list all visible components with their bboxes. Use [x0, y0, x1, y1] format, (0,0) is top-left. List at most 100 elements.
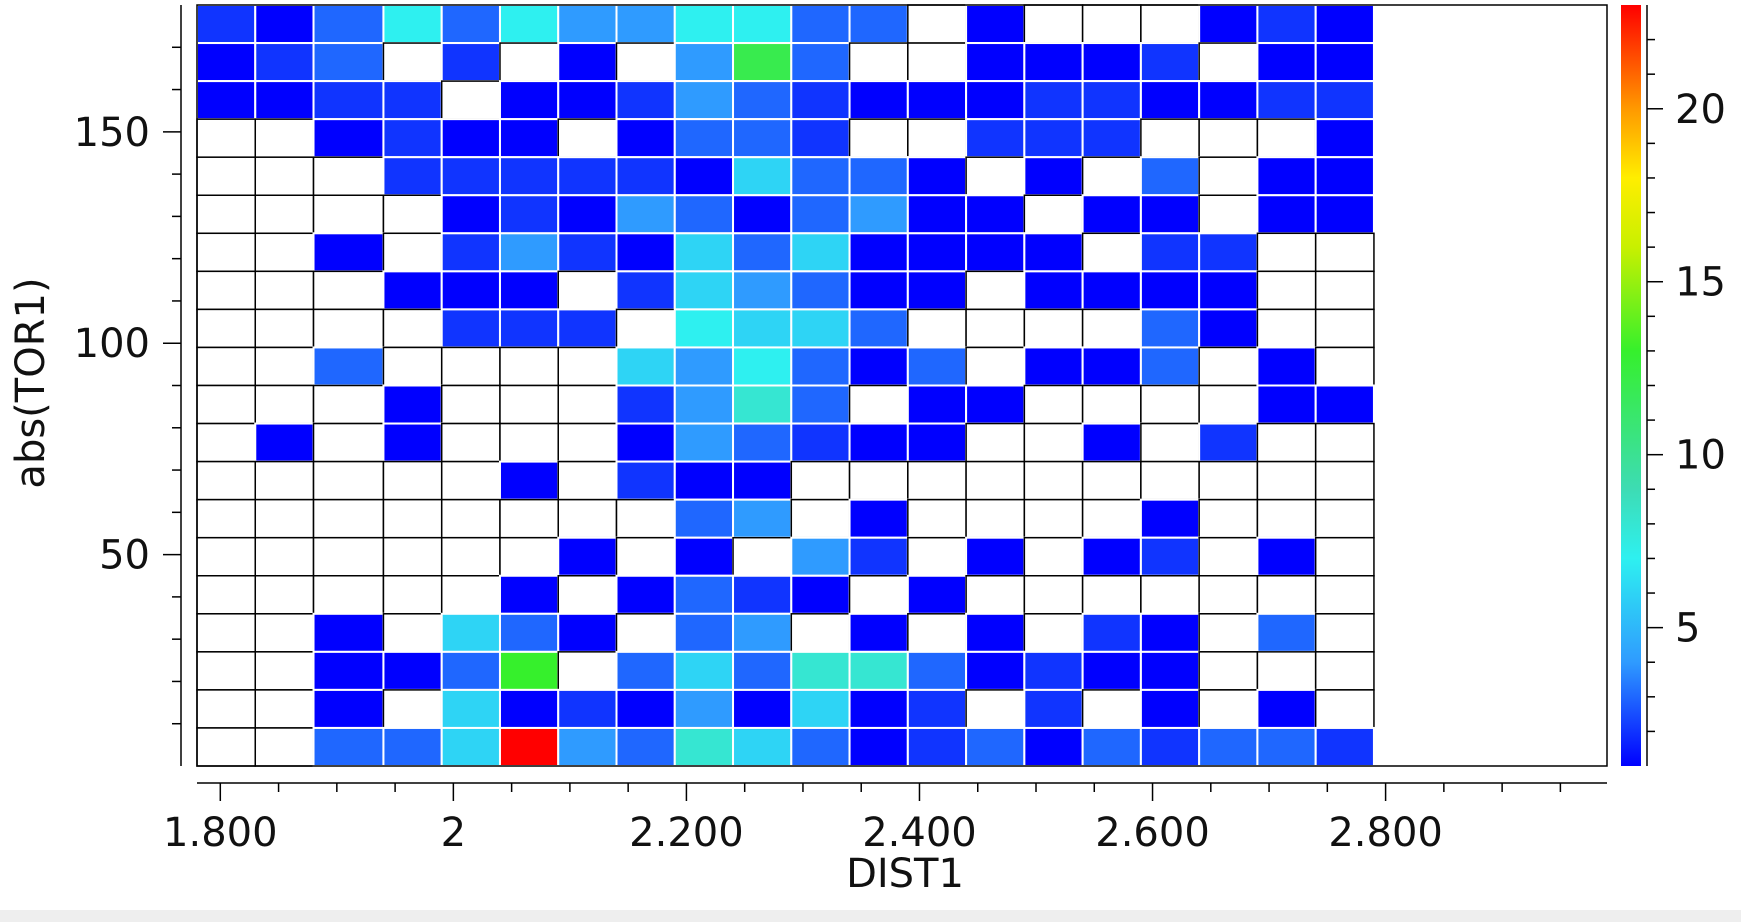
heatmap-cell — [1314, 308, 1375, 349]
heatmap-cell — [965, 42, 1026, 83]
heatmap-cell — [906, 346, 968, 387]
heatmap-cell — [1139, 232, 1201, 273]
heatmap-cell — [906, 80, 968, 121]
heatmap-cell — [732, 726, 793, 768]
heatmap-cell — [673, 346, 735, 387]
heatmap-cell — [1139, 536, 1201, 577]
heatmap-cell — [312, 194, 385, 235]
heatmap-cell — [906, 270, 968, 311]
heatmap-cell — [196, 689, 257, 729]
heatmap-cell — [732, 42, 793, 83]
heatmap-cell — [790, 688, 851, 729]
heatmap-cell — [673, 536, 735, 577]
heatmap-cell — [907, 498, 967, 539]
heatmap-cell — [382, 575, 443, 615]
heatmap-cell — [615, 726, 676, 768]
heatmap-cell — [673, 498, 735, 539]
heatmap-cell — [196, 613, 257, 653]
heatmap-cell — [848, 42, 909, 82]
heatmap-cell — [965, 498, 1026, 539]
heatmap-cell — [1140, 460, 1200, 501]
heatmap-cell — [1081, 346, 1142, 387]
heatmap-cell — [1198, 689, 1259, 729]
heatmap-cell — [848, 80, 909, 121]
heatmap-cell — [790, 422, 851, 463]
heatmap-cell — [1081, 498, 1142, 539]
heatmap-cell — [1081, 726, 1142, 768]
heatmap-cell — [673, 156, 735, 197]
heatmap-cell — [254, 422, 315, 463]
heatmap-cell — [1256, 346, 1317, 387]
heatmap-cell — [1198, 308, 1259, 349]
heatmap-cell — [498, 270, 560, 311]
heatmap-cell — [790, 498, 851, 539]
heatmap-cell — [615, 346, 676, 387]
heatmap-cell — [848, 726, 909, 768]
heatmap-cell — [382, 308, 443, 349]
heatmap-cell — [440, 156, 501, 197]
heatmap-cell — [1081, 156, 1142, 196]
heatmap-cell — [790, 726, 851, 768]
heatmap-cell — [673, 726, 735, 768]
heatmap-cell — [673, 574, 735, 615]
heatmap-cell — [615, 688, 676, 729]
heatmap-cell — [1256, 4, 1317, 45]
heatmap-cell — [848, 688, 909, 729]
heatmap-cell — [790, 574, 851, 615]
heatmap-cell — [907, 460, 967, 501]
colorbar-tick-label: 20 — [1675, 87, 1726, 133]
heatmap-cell — [1140, 422, 1200, 463]
heatmap-cell — [732, 612, 793, 653]
heatmap-cell — [557, 80, 618, 121]
heatmap-cell — [557, 422, 618, 463]
heatmap-cell — [1139, 308, 1201, 349]
heatmap-cell — [1314, 4, 1375, 45]
heatmap-cell — [907, 42, 967, 82]
heatmap-cell — [498, 726, 560, 768]
heatmap-cell — [382, 689, 443, 729]
heatmap-cell — [732, 194, 793, 235]
heatmap-cell — [254, 575, 315, 615]
heatmap-cell — [1023, 536, 1084, 577]
heatmap-cell — [1256, 42, 1317, 83]
heatmap-cell — [1198, 118, 1259, 158]
heatmap-cell — [1081, 4, 1142, 44]
heatmap-cell — [732, 650, 793, 691]
heatmap-cell — [312, 460, 385, 501]
heatmap-cell — [673, 42, 735, 83]
heatmap-cell — [1314, 194, 1375, 235]
heatmap-cell — [312, 650, 385, 691]
heatmap-cell — [254, 727, 315, 767]
heatmap-cell — [254, 156, 315, 196]
heatmap-cell — [498, 194, 560, 235]
heatmap-cell — [615, 498, 676, 539]
heatmap-cell — [499, 346, 559, 387]
heatmap-cell — [1023, 346, 1084, 387]
heatmap-cell — [557, 575, 618, 615]
heatmap-cell — [1198, 4, 1259, 45]
heatmap-cell — [312, 498, 385, 539]
heatmap-cell — [1314, 536, 1375, 577]
y-tick-label: 50 — [99, 533, 150, 579]
heatmap-cell — [1023, 650, 1084, 691]
heatmap-cell — [557, 232, 618, 273]
heatmap-cell — [312, 384, 385, 425]
heatmap-cell — [254, 651, 315, 691]
y-tick-label: 100 — [74, 321, 150, 367]
heatmap-cell — [790, 460, 851, 501]
heatmap-cell — [440, 688, 501, 729]
heatmap-cell — [498, 118, 560, 159]
heatmap-cell — [254, 346, 315, 387]
heatmap-cell — [1081, 118, 1142, 159]
heatmap-cell — [196, 536, 257, 577]
heatmap-cell — [1139, 346, 1201, 387]
heatmap-cell — [1256, 118, 1317, 158]
heatmap-cell — [1198, 422, 1259, 463]
heatmap-cell — [790, 194, 851, 235]
heatmap-cell — [1314, 232, 1375, 273]
heatmap-cell — [1023, 270, 1084, 311]
heatmap-cell — [906, 688, 968, 729]
heatmap-cell — [499, 384, 559, 425]
heatmap-cell — [1023, 156, 1084, 197]
